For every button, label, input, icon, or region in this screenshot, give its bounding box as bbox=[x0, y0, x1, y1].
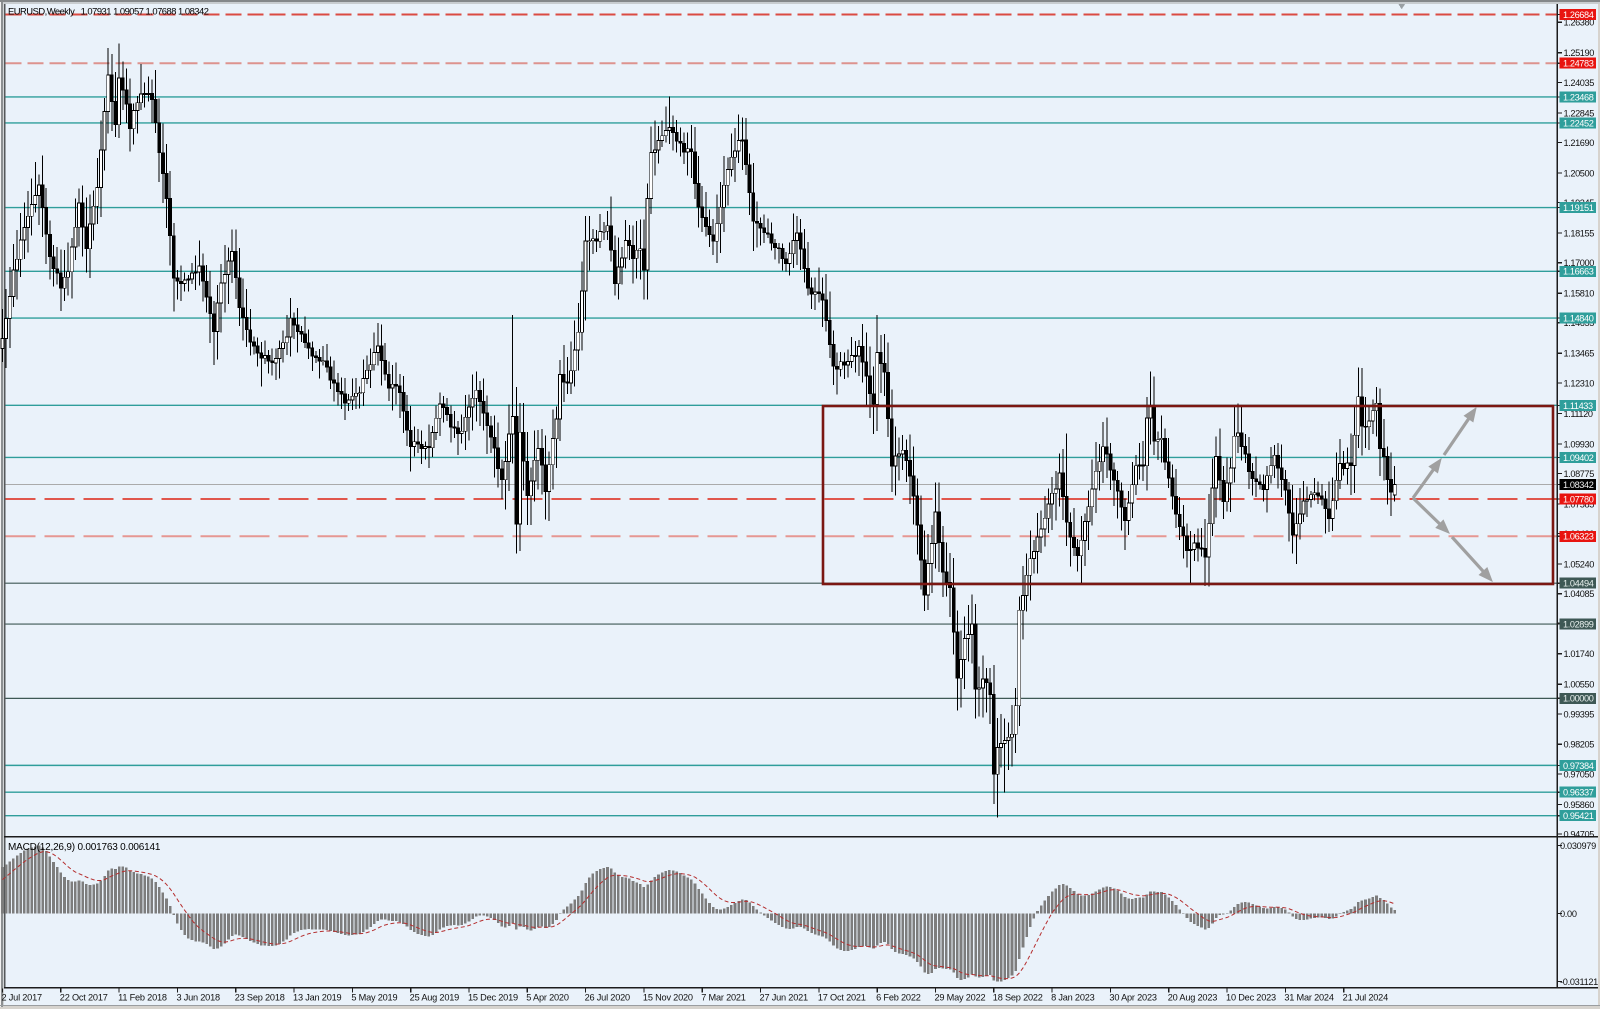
svg-text:13 Jan 2019: 13 Jan 2019 bbox=[293, 993, 341, 1003]
svg-text:23 Sep 2018: 23 Sep 2018 bbox=[235, 993, 285, 1003]
svg-text:EURUSD,Weekly 1.07931 1.0905: EURUSD,Weekly 1.07931 1.09057 1.07688 1.… bbox=[8, 6, 209, 17]
svg-text:1.16663: 1.16663 bbox=[1563, 267, 1594, 277]
svg-text:1.22452: 1.22452 bbox=[1563, 118, 1594, 128]
svg-text:3 Jun 2018: 3 Jun 2018 bbox=[176, 993, 220, 1003]
svg-text:25 Aug 2019: 25 Aug 2019 bbox=[410, 993, 459, 1003]
svg-text:5 May 2019: 5 May 2019 bbox=[351, 993, 397, 1003]
svg-text:5 Apr 2020: 5 Apr 2020 bbox=[526, 993, 569, 1003]
svg-text:1.24035: 1.24035 bbox=[1564, 78, 1595, 88]
svg-text:0.00: 0.00 bbox=[1560, 909, 1577, 919]
svg-text:1.08342: 1.08342 bbox=[1563, 480, 1594, 490]
svg-text:1.14840: 1.14840 bbox=[1563, 313, 1594, 323]
svg-text:1.05240: 1.05240 bbox=[1564, 559, 1595, 569]
svg-text:6 Feb 2022: 6 Feb 2022 bbox=[876, 993, 921, 1003]
svg-text:0.97384: 0.97384 bbox=[1563, 761, 1594, 771]
svg-text:1.17000: 1.17000 bbox=[1564, 258, 1595, 268]
svg-text:1.19151: 1.19151 bbox=[1563, 203, 1594, 213]
svg-text:21 Jul 2024: 21 Jul 2024 bbox=[1343, 993, 1388, 1003]
svg-text:1.08775: 1.08775 bbox=[1564, 469, 1595, 479]
svg-text:1.04494: 1.04494 bbox=[1563, 579, 1594, 589]
svg-text:15 Nov 2020: 15 Nov 2020 bbox=[643, 993, 693, 1003]
svg-text:22 Oct 2017: 22 Oct 2017 bbox=[60, 993, 108, 1003]
svg-text:1.09930: 1.09930 bbox=[1564, 439, 1595, 449]
svg-text:1.12310: 1.12310 bbox=[1564, 378, 1595, 388]
svg-text:1.22845: 1.22845 bbox=[1564, 108, 1595, 118]
svg-text:17 Oct 2021: 17 Oct 2021 bbox=[818, 993, 866, 1003]
svg-text:1.26684: 1.26684 bbox=[1563, 10, 1594, 20]
svg-text:1.11433: 1.11433 bbox=[1563, 401, 1593, 411]
svg-text:1.11120: 1.11120 bbox=[1564, 409, 1593, 419]
svg-text:26 Jul 2020: 26 Jul 2020 bbox=[585, 993, 630, 1003]
svg-text:1.25190: 1.25190 bbox=[1564, 48, 1595, 58]
svg-text:18 Sep 2022: 18 Sep 2022 bbox=[993, 993, 1043, 1003]
svg-text:29 May 2022: 29 May 2022 bbox=[934, 993, 985, 1003]
svg-text:11 Feb 2018: 11 Feb 2018 bbox=[118, 993, 167, 1003]
svg-text:20 Aug 2023: 20 Aug 2023 bbox=[1168, 993, 1217, 1003]
svg-text:1.15810: 1.15810 bbox=[1564, 289, 1595, 299]
svg-text:1.26380: 1.26380 bbox=[1564, 18, 1595, 28]
svg-text:1.23468: 1.23468 bbox=[1563, 92, 1594, 102]
svg-text:-0.031121: -0.031121 bbox=[1560, 977, 1598, 987]
svg-text:1.20500: 1.20500 bbox=[1564, 168, 1595, 178]
svg-text:0.97050: 0.97050 bbox=[1564, 769, 1595, 779]
svg-text:8 Jan 2023: 8 Jan 2023 bbox=[1051, 993, 1095, 1003]
svg-text:1.18155: 1.18155 bbox=[1564, 228, 1595, 238]
svg-text:0.96337: 0.96337 bbox=[1563, 788, 1594, 798]
svg-text:0.94705: 0.94705 bbox=[1564, 829, 1595, 839]
svg-text:1.06323: 1.06323 bbox=[1563, 532, 1594, 542]
svg-text:MACD(12,26,9) 0.001763 0.00614: MACD(12,26,9) 0.001763 0.006141 bbox=[8, 842, 161, 853]
svg-text:1.07780: 1.07780 bbox=[1563, 494, 1594, 504]
svg-text:0.95860: 0.95860 bbox=[1564, 800, 1595, 810]
svg-text:30 Apr 2023: 30 Apr 2023 bbox=[1109, 993, 1156, 1003]
svg-text:15 Dec 2019: 15 Dec 2019 bbox=[468, 993, 518, 1003]
svg-text:1.09402: 1.09402 bbox=[1563, 453, 1594, 463]
svg-text:2 Jul 2017: 2 Jul 2017 bbox=[2, 993, 42, 1003]
svg-text:10 Dec 2023: 10 Dec 2023 bbox=[1226, 993, 1276, 1003]
svg-text:31 Mar 2024: 31 Mar 2024 bbox=[1284, 993, 1333, 1003]
svg-text:0.98205: 0.98205 bbox=[1564, 740, 1595, 750]
svg-text:1.00000: 1.00000 bbox=[1563, 694, 1594, 704]
svg-text:0.99395: 0.99395 bbox=[1564, 709, 1595, 719]
svg-text:1.00550: 1.00550 bbox=[1564, 680, 1595, 690]
svg-text:1.01740: 1.01740 bbox=[1564, 649, 1595, 659]
svg-text:27 Jun 2021: 27 Jun 2021 bbox=[760, 993, 808, 1003]
svg-text:1.21690: 1.21690 bbox=[1564, 138, 1595, 148]
svg-text:1.24783: 1.24783 bbox=[1563, 59, 1594, 69]
svg-text:1.13465: 1.13465 bbox=[1564, 349, 1595, 359]
svg-text:0.95421: 0.95421 bbox=[1563, 811, 1594, 821]
svg-text:1.02899: 1.02899 bbox=[1563, 619, 1594, 629]
svg-text:1.04085: 1.04085 bbox=[1564, 589, 1595, 599]
svg-text:7 Mar 2021: 7 Mar 2021 bbox=[701, 993, 746, 1003]
svg-text:0.030979: 0.030979 bbox=[1560, 841, 1596, 851]
